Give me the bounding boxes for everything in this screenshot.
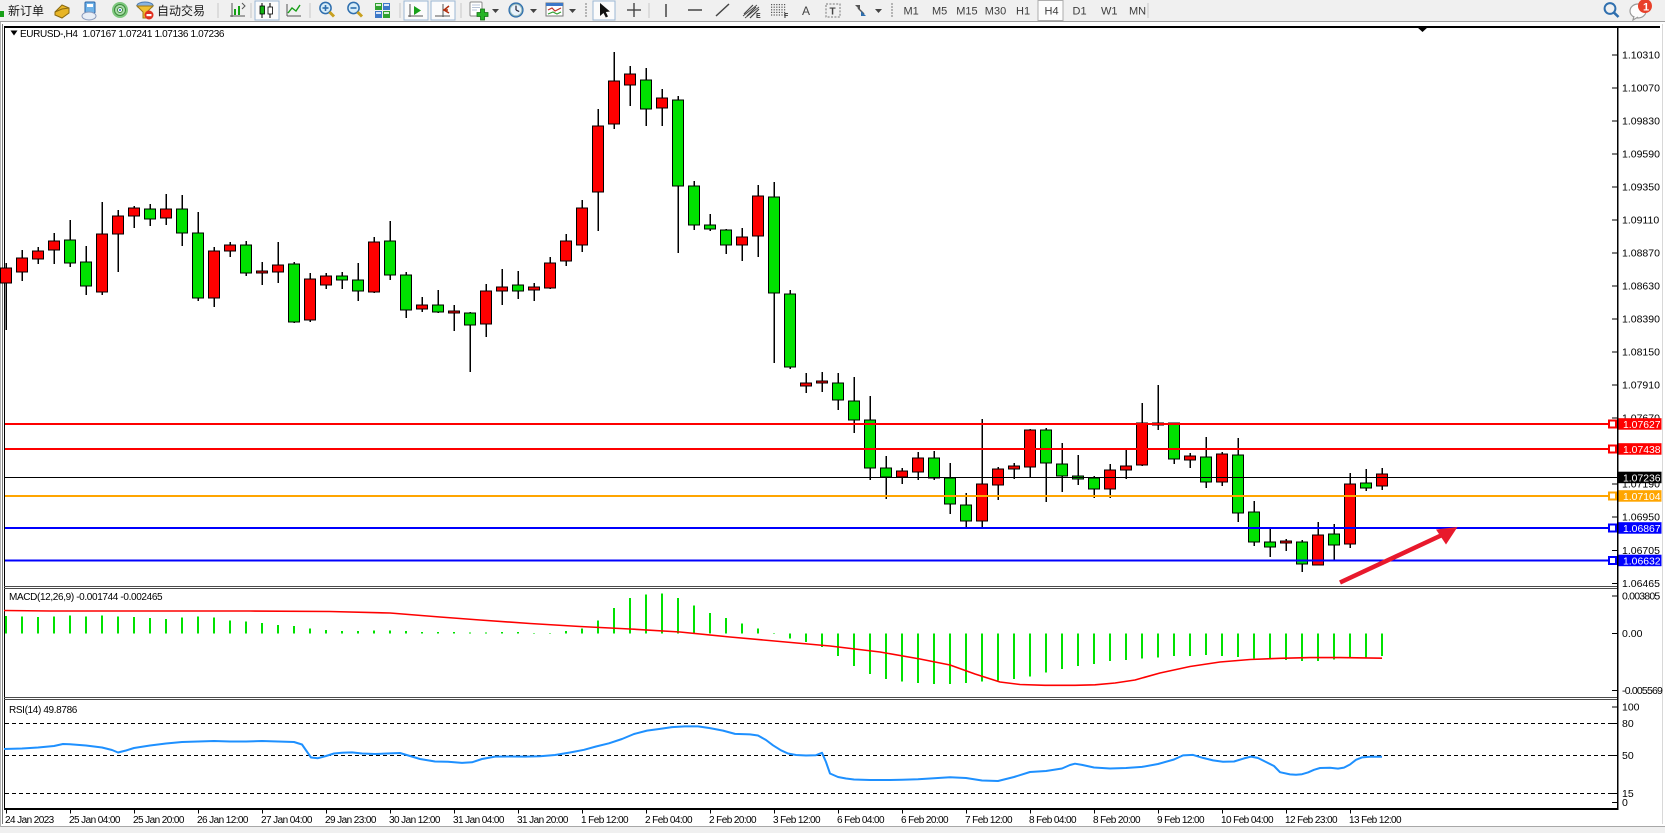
svg-text:M15: M15 [956,6,977,18]
svg-text:25 Jan 04:00: 25 Jan 04:00 [69,815,121,826]
svg-text:MACD(12,26,9) -0.001744 -0.002: MACD(12,26,9) -0.001744 -0.002465 [9,592,163,603]
svg-text:1.08870: 1.08870 [1622,248,1660,260]
svg-text:D1: D1 [1073,6,1087,18]
svg-text:29 Jan 23:00: 29 Jan 23:00 [325,815,377,826]
svg-text:0.003805: 0.003805 [1622,591,1660,603]
svg-text:1.08150: 1.08150 [1622,347,1660,359]
svg-text:10 Feb 04:00: 10 Feb 04:00 [1221,815,1274,826]
svg-text:0.00: 0.00 [1622,628,1643,640]
svg-text:M5: M5 [932,6,947,18]
svg-text:7 Feb 12:00: 7 Feb 12:00 [965,815,1013,826]
svg-text:M30: M30 [985,6,1006,18]
svg-text:1.08630: 1.08630 [1622,281,1660,293]
svg-text:MN: MN [1129,6,1146,18]
svg-text:3 Feb 12:00: 3 Feb 12:00 [773,815,821,826]
svg-text:1.09110: 1.09110 [1622,215,1659,227]
svg-text:1.09830: 1.09830 [1622,116,1660,128]
svg-text:30 Jan 12:00: 30 Jan 12:00 [389,815,441,826]
svg-text:1.10070: 1.10070 [1622,83,1660,95]
svg-text:1.09590: 1.09590 [1622,149,1660,161]
svg-text:M1: M1 [904,6,919,18]
svg-text:1.06867: 1.06867 [1623,524,1661,535]
svg-text:W1: W1 [1101,6,1118,18]
svg-text:F: F [784,13,789,20]
svg-text:26 Jan 12:00: 26 Jan 12:00 [197,815,249,826]
svg-text:15: 15 [1622,788,1634,800]
svg-text:27 Jan 04:00: 27 Jan 04:00 [261,815,313,826]
svg-text:EURUSD-,H4 1.07167 1.07241 1.: EURUSD-,H4 1.07167 1.07241 1.07136 1.072… [20,29,225,40]
svg-text:1 Feb 12:00: 1 Feb 12:00 [581,815,629,826]
svg-text:1.07236: 1.07236 [1623,473,1661,484]
svg-text:100: 100 [1622,702,1640,714]
svg-text:2 Feb 04:00: 2 Feb 04:00 [645,815,693,826]
svg-text:50: 50 [1622,750,1634,762]
svg-text:1.07910: 1.07910 [1622,380,1660,392]
svg-text:8 Feb 20:00: 8 Feb 20:00 [1093,815,1141,826]
svg-text:2 Feb 20:00: 2 Feb 20:00 [709,815,757,826]
svg-text:13 Feb 12:00: 13 Feb 12:00 [1349,815,1402,826]
svg-text:25 Jan 20:00: 25 Jan 20:00 [133,815,185,826]
svg-text:1.06632: 1.06632 [1623,556,1661,567]
svg-text:1.06950: 1.06950 [1622,512,1660,524]
svg-text:1.07104: 1.07104 [1623,492,1661,503]
svg-text:24 Jan 2023: 24 Jan 2023 [5,815,55,826]
svg-text:A: A [802,4,810,18]
svg-text:12 Feb 23:00: 12 Feb 23:00 [1285,815,1338,826]
svg-text:1.06705: 1.06705 [1622,545,1660,557]
svg-text:1.07627: 1.07627 [1623,420,1661,431]
svg-text:新订单: 新订单 [8,3,44,18]
svg-text:H4: H4 [1045,6,1059,18]
svg-text:0: 0 [1622,797,1628,809]
svg-text:-0.005569: -0.005569 [1622,685,1663,697]
svg-text:1.08390: 1.08390 [1622,314,1660,326]
svg-text:E: E [756,13,761,20]
svg-text:31 Jan 04:00: 31 Jan 04:00 [453,815,505,826]
svg-text:9 Feb 12:00: 9 Feb 12:00 [1157,815,1205,826]
svg-text:RSI(14) 49.8786: RSI(14) 49.8786 [9,705,78,716]
svg-text:31 Jan 20:00: 31 Jan 20:00 [517,815,569,826]
svg-text:6 Feb 20:00: 6 Feb 20:00 [901,815,949,826]
svg-text:8 Feb 04:00: 8 Feb 04:00 [1029,815,1077,826]
svg-text:1.07438: 1.07438 [1623,445,1661,456]
svg-text:80: 80 [1622,718,1634,730]
svg-text:6 Feb 04:00: 6 Feb 04:00 [837,815,885,826]
svg-text:H1: H1 [1016,6,1030,18]
svg-text:1.09350: 1.09350 [1622,182,1660,194]
svg-text:T: T [830,7,836,18]
svg-text:自动交易: 自动交易 [157,3,205,18]
svg-text:1.10310: 1.10310 [1622,50,1660,62]
svg-text:1.06465: 1.06465 [1622,578,1660,590]
svg-text:1: 1 [1643,2,1649,14]
